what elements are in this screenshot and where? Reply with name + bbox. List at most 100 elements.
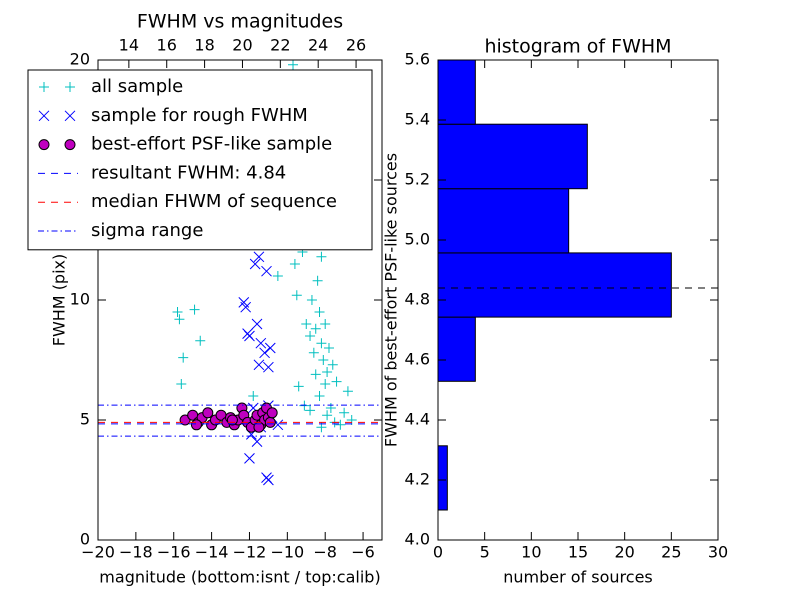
x-tick-label: 15 bbox=[568, 543, 588, 562]
x-tick-label: −12 bbox=[233, 543, 267, 562]
marker bbox=[240, 301, 252, 313]
marker bbox=[253, 251, 265, 263]
marker bbox=[189, 304, 200, 315]
marker bbox=[320, 319, 331, 329]
y-tick-label: 4.0 bbox=[405, 530, 430, 549]
marker bbox=[261, 265, 272, 277]
marker bbox=[289, 259, 300, 269]
x-tick-label: −16 bbox=[157, 543, 191, 562]
y-axis-label: FWHM of best-effort PSF-like sources bbox=[382, 153, 401, 447]
marker bbox=[272, 271, 283, 281]
x2-tick-label: 18 bbox=[194, 36, 214, 55]
marker bbox=[263, 474, 274, 486]
chart-title: FWHM vs magnitudes bbox=[137, 11, 343, 33]
marker bbox=[305, 405, 316, 416]
legend-marker bbox=[38, 110, 50, 122]
marker bbox=[346, 415, 357, 425]
x-tick-label: −14 bbox=[195, 543, 229, 562]
x-tick-label: −10 bbox=[270, 543, 304, 562]
marker bbox=[308, 347, 319, 358]
x2-tick-label: 16 bbox=[157, 36, 177, 55]
bar bbox=[437, 252, 672, 318]
bar bbox=[437, 316, 476, 382]
legend-label: median FHWM of sequence bbox=[91, 191, 337, 212]
marker bbox=[251, 436, 263, 447]
legend: all sample sample for rough FWHM best-effo… bbox=[27, 69, 373, 251]
x-tick-label: 20 bbox=[614, 543, 634, 562]
marker bbox=[312, 275, 323, 286]
x-axis-label: number of sources bbox=[503, 568, 653, 587]
y-tick-label: 5 bbox=[80, 410, 90, 429]
legend-label: sigma range bbox=[91, 220, 203, 241]
x2-tick-label: 26 bbox=[346, 36, 366, 55]
legend-label: resultant FWHM: 4.84 bbox=[91, 162, 286, 183]
marker bbox=[316, 338, 327, 349]
legend-marker bbox=[64, 110, 76, 122]
marker bbox=[195, 335, 206, 346]
marker bbox=[339, 407, 350, 418]
y-axis-label: FWHM (pix) bbox=[50, 254, 69, 347]
marker bbox=[322, 410, 333, 421]
marker bbox=[172, 307, 183, 317]
y-tick-label: 4.2 bbox=[405, 470, 430, 489]
legend-label: all sample bbox=[91, 76, 183, 97]
marker bbox=[202, 407, 214, 419]
marker bbox=[335, 419, 346, 430]
x-tick-label: 5 bbox=[480, 543, 490, 562]
marker bbox=[251, 318, 263, 330]
x2-tick-label: 22 bbox=[270, 36, 290, 55]
marker bbox=[288, 59, 299, 70]
marker bbox=[264, 342, 276, 354]
x2-tick-label: 14 bbox=[119, 36, 139, 55]
marker bbox=[301, 319, 312, 329]
marker bbox=[327, 359, 338, 370]
x-tick-label: 30 bbox=[708, 543, 728, 562]
x-tick-label: −8 bbox=[313, 543, 337, 562]
marker bbox=[331, 376, 342, 387]
marker bbox=[310, 323, 321, 334]
x2-tick-label: 20 bbox=[232, 36, 252, 55]
marker bbox=[255, 337, 267, 349]
marker bbox=[305, 331, 316, 341]
legend-marker bbox=[64, 139, 76, 151]
marker bbox=[320, 379, 331, 389]
legend-label: sample for rough FWHM bbox=[91, 105, 308, 126]
y-tick-label: 10 bbox=[70, 290, 90, 309]
x-tick-label: 0 bbox=[433, 543, 443, 562]
x-tick-label: −6 bbox=[351, 543, 375, 562]
marker bbox=[244, 453, 255, 464]
marker bbox=[310, 369, 321, 380]
x2-tick-label: 24 bbox=[308, 36, 328, 55]
y-tick-label: 5.2 bbox=[405, 170, 430, 189]
legend-label: best-effort PSF-like sample bbox=[91, 134, 332, 155]
marker bbox=[323, 343, 334, 353]
y-tick-label: 4.4 bbox=[405, 410, 430, 429]
marker bbox=[178, 352, 189, 363]
legend-box bbox=[27, 69, 373, 251]
marker bbox=[263, 361, 274, 373]
legend-marker bbox=[39, 82, 49, 92]
x-axis-label: magnitude (bottom:isnt / top:calib) bbox=[99, 568, 380, 587]
marker bbox=[342, 386, 353, 397]
y-tick-label: 4.6 bbox=[405, 350, 430, 369]
legend-marker bbox=[38, 139, 50, 151]
marker bbox=[259, 347, 270, 359]
marker bbox=[318, 355, 329, 365]
x-tick-label: −18 bbox=[119, 543, 153, 562]
x-tick-label: 10 bbox=[521, 543, 541, 562]
marker bbox=[190, 419, 202, 431]
legend-marker bbox=[65, 82, 75, 92]
marker bbox=[291, 290, 302, 301]
y-tick-label: 5.4 bbox=[405, 110, 430, 129]
marker bbox=[174, 314, 185, 325]
y-tick-label: 5.0 bbox=[405, 230, 430, 249]
bar bbox=[437, 123, 588, 190]
marker bbox=[316, 251, 327, 262]
bar bbox=[437, 188, 570, 254]
marker bbox=[314, 307, 325, 317]
marker bbox=[314, 391, 325, 401]
y-tick-label: 4.8 bbox=[405, 290, 430, 309]
marker bbox=[306, 295, 317, 305]
